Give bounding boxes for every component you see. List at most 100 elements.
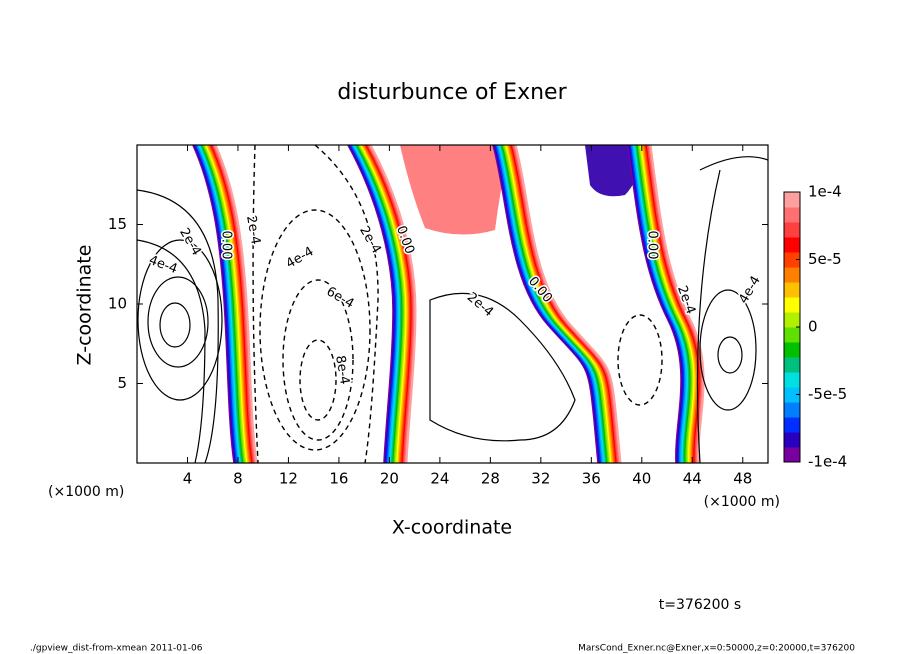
contour-band bbox=[629, 145, 686, 463]
contour-band bbox=[352, 145, 400, 463]
contour-band bbox=[645, 145, 701, 463]
x-tick-label: 48 bbox=[733, 470, 752, 488]
contour-label: 0.00 bbox=[219, 231, 234, 260]
colorbar: 1e-4 5e-5 0 -5e-5 -1e-4 bbox=[783, 183, 847, 471]
chart-title: disturbunce of Exner bbox=[337, 80, 567, 105]
contour-band bbox=[209, 145, 253, 463]
contour-band bbox=[362, 145, 411, 463]
colorbar-tick-label: -1e-4 bbox=[808, 453, 847, 471]
colorbar-swatch bbox=[784, 432, 800, 448]
contour-band bbox=[636, 145, 692, 463]
contour-band bbox=[198, 145, 242, 463]
contour-band bbox=[627, 145, 683, 463]
colorbar-swatch bbox=[784, 417, 800, 433]
colorbar-swatch bbox=[784, 297, 800, 313]
colorbar-tick-label: 0 bbox=[808, 318, 818, 336]
colorbar-swatch bbox=[784, 282, 800, 298]
contour-bands bbox=[192, 145, 705, 463]
contour-label: 4e-4 bbox=[736, 274, 764, 307]
contour-band bbox=[633, 145, 689, 463]
y-axis-label: Z-coordinate bbox=[74, 245, 96, 366]
x-tick-label: 20 bbox=[380, 470, 399, 488]
colorbar-tick-label: -5e-5 bbox=[808, 385, 847, 403]
contour-label: 2e-4 bbox=[243, 214, 263, 245]
x-tick-label: 44 bbox=[683, 470, 702, 488]
colorbar-swatch bbox=[784, 267, 800, 283]
colorbar-tick-label: 1e-4 bbox=[808, 183, 842, 201]
contour-band bbox=[196, 145, 240, 463]
contour-band bbox=[635, 145, 691, 463]
plot-area: 2e-44e-40.00 2e-44e-46e-48e-42e-4 0.002e-4… bbox=[137, 145, 768, 463]
contour-band bbox=[640, 145, 696, 463]
colorbar-swatch bbox=[784, 357, 800, 373]
footer-left: ./gpview_dist-from-xmean 2011-01-06 bbox=[30, 644, 203, 654]
contour-band bbox=[357, 145, 405, 463]
contour-band bbox=[206, 145, 250, 463]
contour-band bbox=[369, 145, 417, 463]
contour-band bbox=[360, 145, 408, 463]
x-tick-label: 24 bbox=[430, 470, 449, 488]
contour-band bbox=[361, 145, 409, 463]
contour-band bbox=[364, 145, 412, 463]
contour-band bbox=[203, 145, 248, 463]
colorbar-swatch bbox=[784, 237, 800, 253]
colorbar-swatch bbox=[784, 447, 800, 463]
contour-band bbox=[366, 145, 414, 463]
contour-band bbox=[638, 145, 695, 463]
y-tick-label: 10 bbox=[108, 295, 127, 313]
contour-band bbox=[649, 145, 705, 463]
contour-band bbox=[347, 145, 395, 463]
x-axis-label: X-coordinate bbox=[392, 517, 512, 539]
colorbar-swatch bbox=[784, 222, 800, 238]
contour-band bbox=[356, 145, 404, 463]
contour-label: 2e-4 bbox=[464, 290, 496, 320]
contour-band bbox=[628, 145, 684, 463]
x-tick-label: 28 bbox=[481, 470, 500, 488]
contour-band bbox=[637, 145, 693, 463]
colorbar-swatch bbox=[784, 387, 800, 403]
contour-band bbox=[200, 145, 244, 463]
contour-label: 2e-4 bbox=[356, 224, 384, 257]
contour-band bbox=[211, 145, 255, 463]
x-tick-label: 32 bbox=[531, 470, 550, 488]
x-tick-label: 12 bbox=[279, 470, 298, 488]
contour-label: 6e-4 bbox=[324, 284, 357, 312]
contour-band bbox=[348, 145, 396, 463]
contour-band bbox=[194, 145, 238, 463]
colorbar-swatch bbox=[784, 402, 800, 418]
x-tick-label: 40 bbox=[632, 470, 651, 488]
contour-band bbox=[353, 145, 401, 463]
contour-band bbox=[201, 145, 245, 463]
contour-band bbox=[351, 145, 399, 463]
contour-band bbox=[631, 145, 687, 463]
contour-band bbox=[349, 145, 397, 463]
colorbar-swatch bbox=[784, 342, 800, 358]
contour-band bbox=[648, 145, 704, 463]
x-tick-label: 4 bbox=[183, 470, 193, 488]
contour-band bbox=[213, 145, 257, 463]
contour-band bbox=[202, 145, 246, 463]
y-tick-label: 15 bbox=[108, 215, 127, 233]
contour-band bbox=[207, 145, 251, 463]
time-label: t=376200 s bbox=[659, 597, 741, 613]
colorbar-swatch bbox=[784, 252, 800, 268]
contour-band bbox=[359, 145, 407, 463]
contour-band bbox=[642, 145, 699, 463]
contour-label: 4e-4 bbox=[284, 244, 317, 272]
contour-band bbox=[368, 145, 416, 463]
contour-label: 0.00 bbox=[645, 231, 660, 260]
contour-fill bbox=[400, 145, 510, 235]
colorbar-swatch bbox=[784, 372, 800, 388]
contour-band bbox=[514, 145, 622, 463]
contour-label: 2e-4 bbox=[176, 226, 204, 259]
x-tick-label: 8 bbox=[233, 470, 243, 488]
colorbar-swatch bbox=[784, 312, 800, 328]
x-unit: (×1000 m) bbox=[704, 494, 780, 510]
x-tick-label: 16 bbox=[329, 470, 348, 488]
contour-band bbox=[210, 145, 254, 463]
contour-band bbox=[641, 145, 697, 463]
contour-band bbox=[205, 145, 249, 463]
contour-label: 8e-4 bbox=[332, 354, 352, 385]
contour-band bbox=[632, 145, 688, 463]
